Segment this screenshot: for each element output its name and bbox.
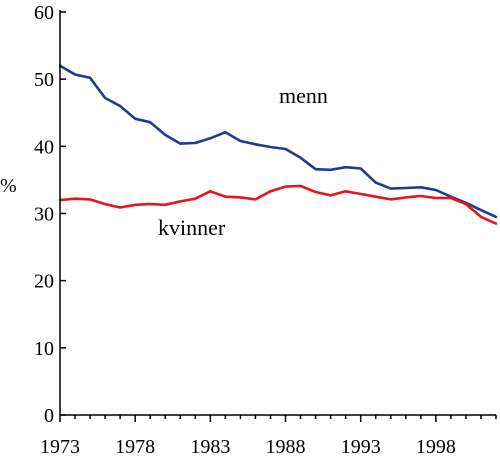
series-label-menn: menn [279, 83, 328, 108]
y-tick-label: 10 [34, 338, 54, 360]
x-tick-label: 1983 [190, 436, 230, 458]
y-tick-label: 20 [34, 271, 54, 293]
x-tick-label: 1998 [416, 436, 456, 458]
axes-layer: 0 10 20 30 40 50 60 1973 1978 1983 1988 1993 1998 [34, 2, 497, 458]
x-tick-label: 1993 [341, 436, 381, 458]
x-tick-label: 1988 [266, 436, 306, 458]
y-axis-label: % [0, 175, 17, 197]
series-label-kvinner: kvinner [158, 215, 226, 240]
series-line-kvinner [58, 184, 498, 225]
y-tick-label: 50 [34, 69, 54, 91]
x-tick-label: 1973 [40, 436, 80, 458]
series-line-menn [58, 64, 498, 219]
y-tick-label: 60 [34, 2, 54, 24]
y-tick-label: 30 [34, 204, 54, 226]
y-tick-label: 0 [44, 405, 54, 427]
series-layer [58, 64, 498, 225]
x-tick-label: 1978 [115, 436, 155, 458]
labels-layer: % menn kvinner [0, 83, 328, 240]
y-tick-label: 40 [34, 136, 54, 158]
